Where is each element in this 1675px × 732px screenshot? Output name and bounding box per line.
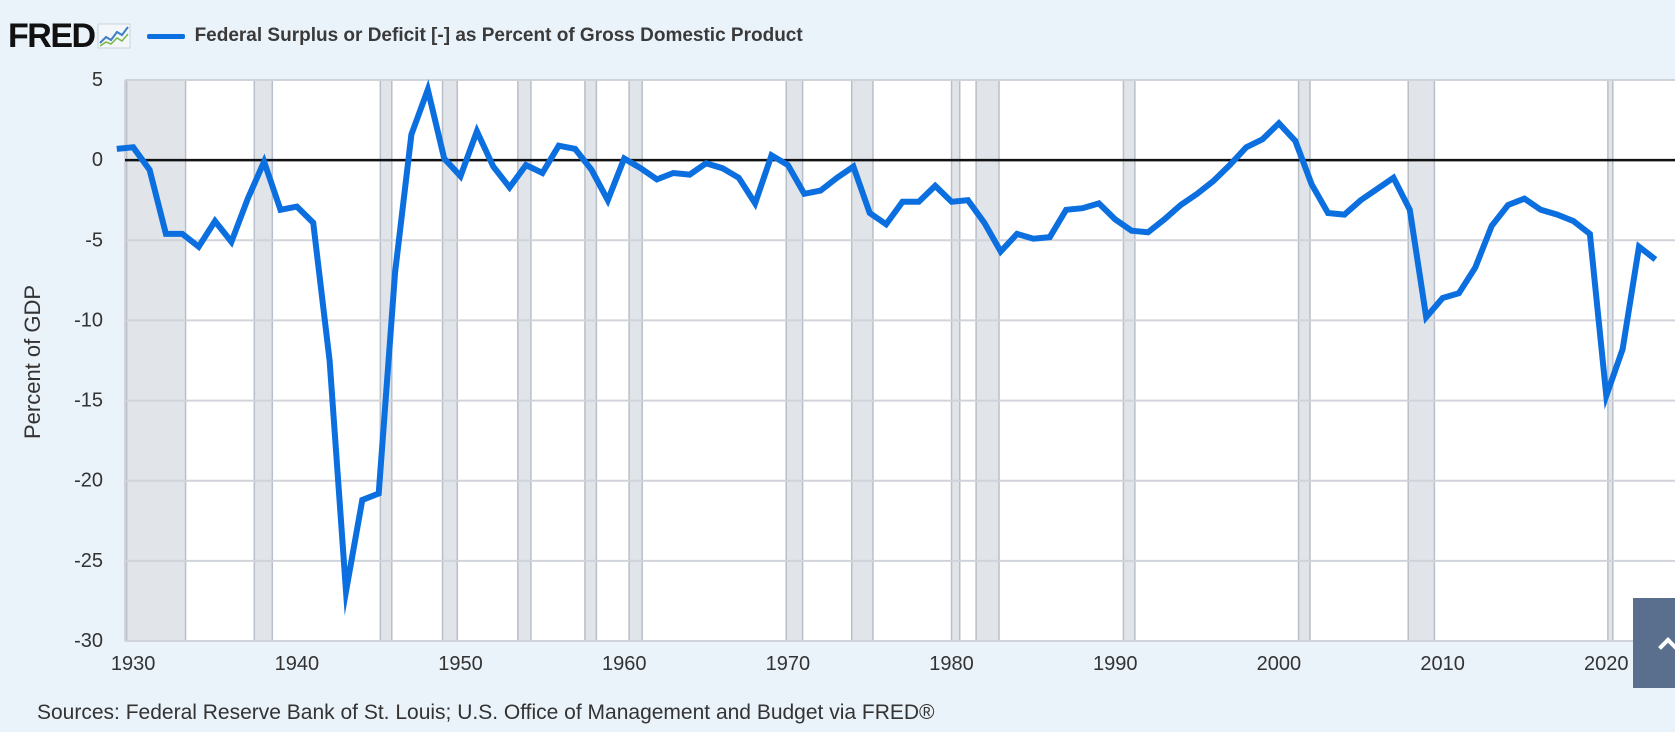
recession-band	[1607, 80, 1613, 641]
legend-swatch	[146, 33, 185, 39]
recession-band	[786, 80, 803, 641]
chart-line-icon	[97, 23, 131, 49]
y-tick-label: -5	[85, 229, 103, 251]
x-tick-label: 2000	[1257, 653, 1302, 675]
x-axis-ticks: 1930 1940 1950 1960 1970 1980 1990 2000 2010 2020	[111, 653, 1629, 675]
y-tick-label: -30	[74, 630, 103, 652]
recession-band	[629, 80, 643, 641]
chart-header: FRED Federal Surplus or Deficit [-] as P…	[8, 16, 803, 56]
x-tick-label: 1930	[111, 653, 156, 675]
legend-label: Federal Surplus or Deficit [-] as Percen…	[194, 25, 803, 46]
line-chart[interactable]: 5 0 -5 -10 -15 -20 -25 -30 1930 1940 1950 1960 1970…	[0, 0, 1675, 700]
fred-logo: FRED	[8, 17, 96, 55]
recession-band	[254, 80, 273, 641]
scroll-right-button[interactable]	[1633, 598, 1675, 688]
y-tick-label: -15	[74, 390, 103, 412]
x-tick-label: 2010	[1420, 653, 1465, 675]
x-tick-label: 1990	[1093, 653, 1138, 675]
recession-band	[517, 80, 531, 641]
y-tick-label: 5	[92, 69, 103, 91]
recession-band	[951, 80, 960, 641]
y-axis-title: Percent of GDP	[20, 285, 45, 439]
x-tick-label: 1950	[438, 653, 483, 675]
y-tick-label: -25	[74, 550, 103, 572]
recession-band	[126, 80, 186, 641]
x-tick-label: 1980	[929, 653, 974, 675]
series-line[interactable]	[116, 79, 1658, 616]
recession-band	[1408, 80, 1435, 641]
plot-area	[125, 80, 1675, 641]
y-tick-label: -20	[74, 470, 103, 492]
x-tick-label: 1940	[275, 653, 320, 675]
recession-band	[442, 80, 458, 641]
recession-band	[584, 80, 597, 641]
source-note: Sources: Federal Reserve Bank of St. Lou…	[37, 701, 935, 724]
y-tick-label: 0	[92, 149, 103, 171]
recession-band	[976, 80, 1000, 641]
x-tick-label: 1960	[602, 653, 647, 675]
recession-shading-layer	[125, 80, 1675, 641]
recession-band	[1123, 80, 1135, 641]
series-layer	[116, 79, 1658, 616]
x-tick-label: 2020	[1584, 653, 1629, 675]
chart-legend[interactable]: Federal Surplus or Deficit [-] as Percen…	[146, 25, 803, 47]
y-tick-label: -10	[74, 309, 103, 331]
y-axis-ticks: 5 0 -5 -10 -15 -20 -25 -30	[74, 69, 103, 652]
recession-band	[851, 80, 873, 641]
recession-band	[1298, 80, 1311, 641]
x-tick-label: 1970	[766, 653, 811, 675]
